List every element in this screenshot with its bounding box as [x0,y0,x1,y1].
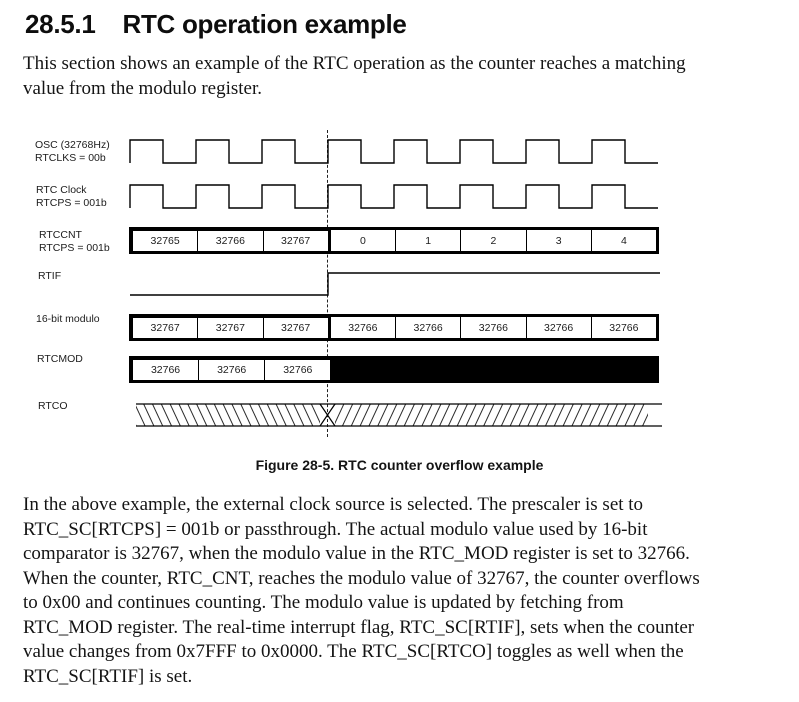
body-line: to 0x00 and continues counting. The modu… [23,592,624,613]
rtcmod-cell: 32766 [264,359,331,380]
osc-label-line1: OSC (32768Hz) [35,139,110,151]
rtc-clock-label-line1: RTC Clock [36,184,87,196]
rtif-label: RTIF [38,270,62,282]
rtc-clock-signal-label: RTC Clock RTCPS = 001b [36,184,107,210]
body-line: value changes from 0x7FFF to 0x0000. The… [23,641,684,662]
rtccnt-value-row: 32765 32766 32767 0 1 2 3 4 [129,227,659,254]
modulo16-cell: 32767 [197,317,263,338]
rtc-clock-label-line2: RTCPS = 001b [36,197,107,209]
body-line: When the counter, RTC_CNT, reaches the m… [23,567,700,589]
rtcmod-cell: 32766 [198,359,265,380]
rtccnt-cell: 32767 [262,230,328,251]
intro-line: This section shows an example of the RTC… [23,53,686,74]
section-title: RTC operation example [122,9,407,39]
rtccnt-cell: 32765 [132,230,198,251]
modulo16-cell: 32767 [262,317,328,338]
rtcmod-updated-black-region [330,359,656,380]
rtco-hatched-waveform [136,403,662,427]
modulo16-signal-label: 16-bit modulo [36,313,100,326]
figure-caption: Figure 28-5. RTC counter overflow exampl… [255,457,544,473]
rtccnt-cell: 32766 [197,230,263,251]
rtccnt-signal-label: RTCCNT RTCPS = 001b [39,229,110,255]
rtcmod-signal-label: RTCMOD [37,353,83,366]
osc-label-line2: RTCLKS = 00b [35,152,106,164]
rtco-label: RTCO [38,400,68,412]
body-line: RTC_SC[RTIF] is set. [23,665,193,687]
body-line: RTC_MOD register. The real-time interrup… [23,616,695,638]
section-heading: 28.5.1 RTC operation example [25,9,407,40]
rtcmod-label: RTCMOD [37,353,83,365]
rtccnt-cell: 4 [590,230,656,251]
osc-clock-waveform [129,139,658,164]
modulo16-thick-top-border [129,314,331,318]
rtccnt-label-line2: RTCPS = 001b [39,242,110,254]
modulo16-cell: 32767 [132,317,198,338]
modulo16-value-row: 32767 32767 32767 32766 32766 32766 3276… [129,314,659,341]
modulo16-cell: 32766 [327,317,395,338]
body-line: comparator is 32767, when the modulo val… [23,543,690,564]
rtif-waveform [130,272,660,296]
osc-signal-label: OSC (32768Hz) RTCLKS = 00b [35,139,110,165]
modulo16-cell: 32766 [590,317,656,338]
rtco-signal-label: RTCO [38,400,68,413]
modulo16-label: 16-bit modulo [36,313,100,325]
rtcmod-thick-top-border [129,356,331,360]
rtif-signal-label: RTIF [38,270,61,283]
modulo16-cell: 32766 [525,317,591,338]
rtccnt-cell: 2 [460,230,526,251]
body-paragraph: In the above example, the external clock… [23,493,700,689]
rtc-clock-waveform [129,184,658,209]
rtccnt-cell: 1 [395,230,461,251]
rtccnt-thick-top-border [129,227,331,231]
body-line: RTC_SC[RTCPS] = 001b or passthrough. The… [23,518,648,540]
timing-diagram: OSC (32768Hz) RTCLKS = 00b RTC Clock RTC… [0,128,799,442]
intro-line: value from the modulo register. [23,77,263,99]
modulo16-cell: 32766 [460,317,526,338]
rtccnt-cell: 0 [327,230,395,251]
rtcmod-cell: 32766 [132,359,199,380]
section-number: 28.5.1 [25,9,96,39]
body-line: In the above example, the external clock… [23,494,644,515]
modulo16-cell: 32766 [395,317,461,338]
rtcmod-value-row: 32766 32766 32766 [129,356,659,383]
intro-paragraph: This section shows an example of the RTC… [23,52,686,101]
rtccnt-label-line1: RTCCNT [39,229,82,241]
rtccnt-cell: 3 [525,230,591,251]
